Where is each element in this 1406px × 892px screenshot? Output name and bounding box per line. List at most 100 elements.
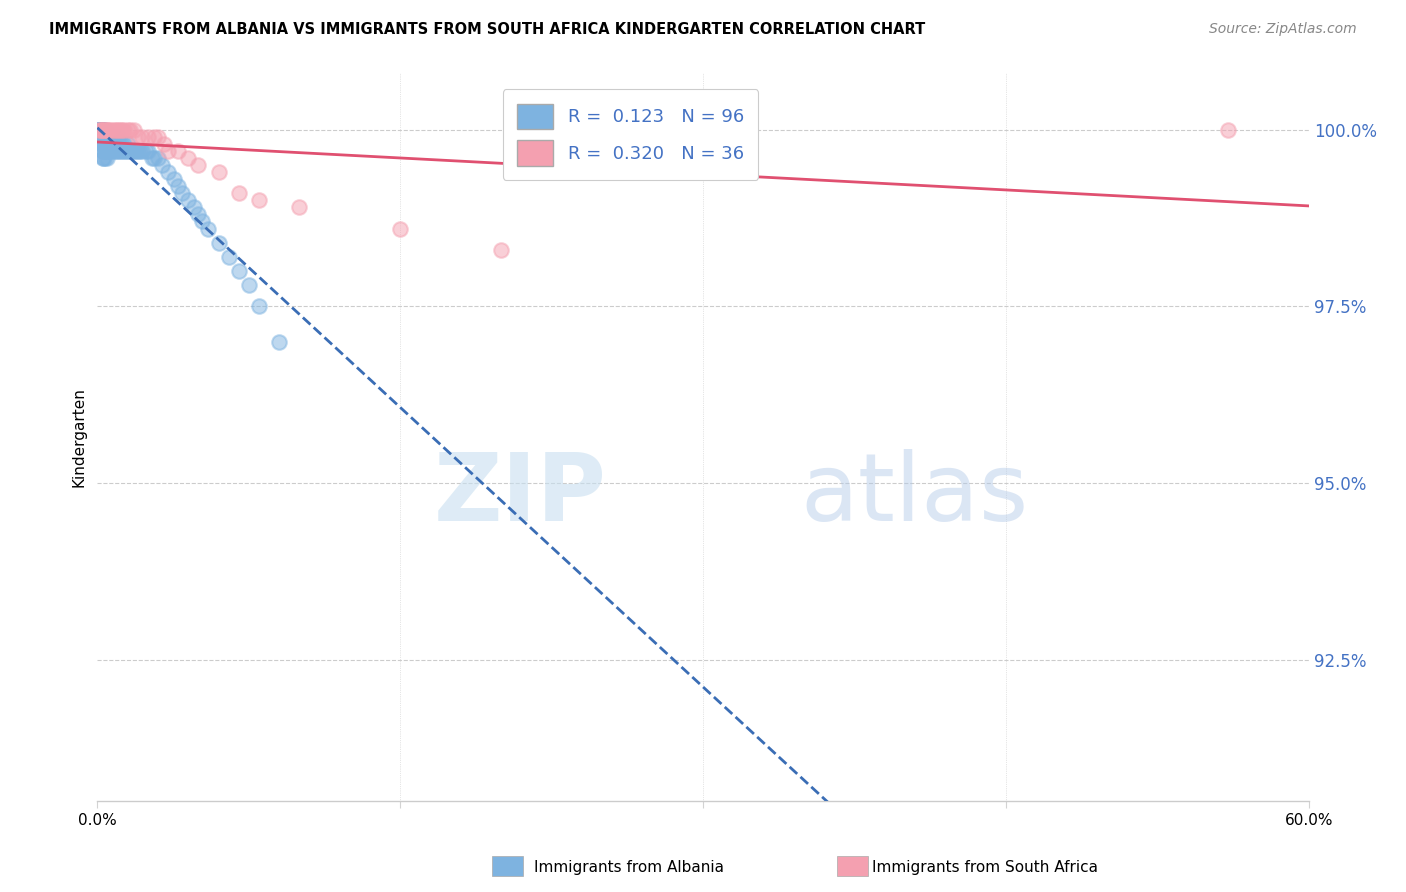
Point <box>187 207 209 221</box>
Point <box>93 151 115 165</box>
Point <box>157 144 180 158</box>
Point <box>183 200 205 214</box>
Point <box>89 122 111 136</box>
Point <box>167 179 190 194</box>
Point <box>131 129 153 144</box>
Point <box>142 129 165 144</box>
Point <box>118 144 141 158</box>
Point <box>107 136 129 151</box>
Point <box>90 122 112 136</box>
Point <box>100 122 122 136</box>
Text: IMMIGRANTS FROM ALBANIA VS IMMIGRANTS FROM SOUTH AFRICA KINDERGARTEN CORRELATION: IMMIGRANTS FROM ALBANIA VS IMMIGRANTS FR… <box>49 22 925 37</box>
Point <box>191 214 214 228</box>
Point <box>172 186 194 201</box>
Point <box>247 299 270 313</box>
Point <box>117 136 139 151</box>
Point <box>142 151 165 165</box>
Text: Immigrants from South Africa: Immigrants from South Africa <box>872 860 1098 874</box>
Text: atlas: atlas <box>800 450 1028 541</box>
Point <box>112 122 135 136</box>
Point <box>93 151 115 165</box>
Point <box>131 144 153 158</box>
Point <box>150 158 173 172</box>
Point <box>93 122 115 136</box>
Point <box>107 144 129 158</box>
Point <box>177 193 200 207</box>
Point <box>98 136 121 151</box>
Point <box>90 129 112 144</box>
Point <box>112 144 135 158</box>
Point <box>491 243 513 257</box>
Point <box>187 158 209 172</box>
Point <box>89 122 111 136</box>
Point <box>93 136 115 151</box>
Point <box>98 144 121 158</box>
Point <box>122 144 145 158</box>
Y-axis label: Kindergarten: Kindergarten <box>72 387 86 487</box>
Point <box>96 136 118 151</box>
Point <box>163 172 186 186</box>
Point <box>98 122 121 136</box>
Point <box>90 122 112 136</box>
Point <box>167 144 190 158</box>
Point <box>90 122 112 136</box>
Point <box>104 129 127 144</box>
Point <box>153 136 176 151</box>
Point <box>288 200 311 214</box>
Point <box>207 165 229 179</box>
Point <box>228 264 250 278</box>
Point <box>94 122 117 136</box>
Point <box>98 129 121 144</box>
Point <box>269 334 291 349</box>
Point <box>228 186 250 201</box>
Point <box>90 122 112 136</box>
Point <box>96 122 118 136</box>
Point <box>103 129 125 144</box>
Point <box>146 129 169 144</box>
Point <box>122 122 145 136</box>
Point <box>94 151 117 165</box>
Point <box>100 129 122 144</box>
Point <box>90 129 112 144</box>
Point <box>110 144 132 158</box>
Point <box>94 144 117 158</box>
Point <box>90 122 112 136</box>
Legend: R =  0.123   N = 96, R =  0.320   N = 36: R = 0.123 N = 96, R = 0.320 N = 36 <box>503 89 758 180</box>
Point <box>107 129 129 144</box>
Point <box>104 122 127 136</box>
Point <box>127 129 149 144</box>
Text: ZIP: ZIP <box>433 450 606 541</box>
Point <box>108 136 131 151</box>
Point <box>117 144 139 158</box>
Point <box>107 122 129 136</box>
Point <box>100 136 122 151</box>
Point <box>90 129 112 144</box>
Point <box>90 129 112 144</box>
Point <box>146 151 169 165</box>
Point <box>389 221 412 235</box>
Point <box>108 122 131 136</box>
Point <box>93 129 115 144</box>
Point <box>100 144 122 158</box>
Point <box>93 144 115 158</box>
Point <box>108 144 131 158</box>
Point <box>103 136 125 151</box>
Point <box>96 129 118 144</box>
Point <box>90 129 112 144</box>
Text: Immigrants from Albania: Immigrants from Albania <box>534 860 724 874</box>
Point <box>114 144 136 158</box>
Point <box>94 136 117 151</box>
Point <box>128 144 150 158</box>
Point <box>141 151 163 165</box>
Point <box>94 129 117 144</box>
Point <box>136 144 159 158</box>
Point <box>93 122 115 136</box>
Point <box>93 144 115 158</box>
Point <box>218 250 240 264</box>
Point <box>96 129 118 144</box>
Point <box>177 151 200 165</box>
Point <box>93 122 115 136</box>
Point <box>104 144 127 158</box>
Point <box>93 129 115 144</box>
Point <box>93 129 115 144</box>
